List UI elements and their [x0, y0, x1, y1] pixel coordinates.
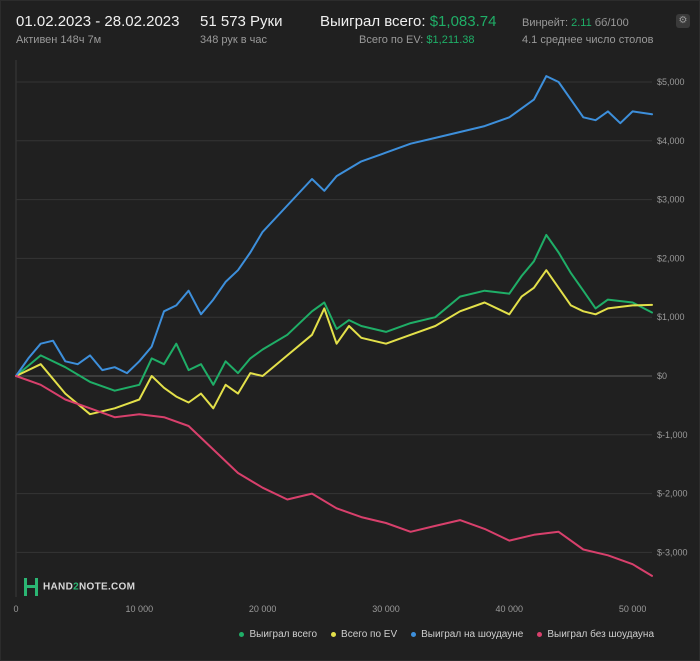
legend-item-0[interactable]: Выиграл всего	[239, 629, 317, 640]
y-tick-label: $-2,000	[657, 489, 688, 499]
winrate-label: Винрейт:	[522, 17, 569, 29]
active-time: Активен 148ч 7м	[16, 34, 102, 46]
logo-text-left: HAND	[43, 581, 74, 593]
logo-text-right: NOTE.COM	[78, 581, 136, 593]
winrate: Винрейт: 2.11 бб/100	[522, 17, 629, 29]
logo-text-mid: 2	[73, 581, 79, 593]
legend-item-2[interactable]: Выиграл на шоудауне	[411, 629, 523, 640]
series-line-0	[15, 233, 653, 392]
legend-dot-icon	[537, 631, 543, 637]
legend-label: Всего по EV	[341, 629, 398, 640]
won-total-value: $1,083.74	[429, 13, 497, 30]
series-line-3	[15, 375, 653, 577]
y-tick-label: $4,000	[657, 136, 685, 146]
x-tick-label: 20 000	[249, 604, 277, 614]
hand2note-mark-icon	[24, 578, 38, 596]
hands-count: 51 573 Руки	[200, 13, 283, 30]
settings-gear-icon[interactable]: ⚙	[676, 14, 690, 28]
hands-per-hour: 348 рук в час	[200, 34, 268, 46]
hand2note-logo: HAND2NOTE.COM	[24, 578, 135, 598]
ev-total-value: $1,211.38	[426, 34, 475, 46]
y-tick-label: $1,000	[657, 312, 685, 322]
legend-label: Выиграл всего	[249, 629, 318, 640]
legend-dot-icon	[331, 631, 337, 637]
legend-label: Выиграл на шоудауне	[421, 629, 524, 640]
winrate-value: 2.11	[571, 17, 592, 29]
y-tick-label: $5,000	[657, 77, 685, 87]
legend-item-3[interactable]: Выиграл без шоудауна	[537, 629, 654, 640]
x-tick-label: 0	[13, 604, 18, 614]
won-total-label: Выиграл всего:	[320, 13, 426, 30]
date-range: 01.02.2023 - 28.02.2023	[16, 13, 180, 30]
x-tick-label: 30 000	[372, 604, 400, 614]
winrate-unit: бб/100	[594, 17, 629, 29]
ev-total-label: Всего по EV:	[359, 34, 424, 46]
x-tick-label: 10 000	[126, 604, 154, 614]
y-tick-label: $-1,000	[657, 430, 688, 440]
ev-total: Всего по EV: $1,211.38	[359, 34, 475, 46]
won-total: Выиграл всего: $1,083.74	[320, 13, 496, 30]
x-tick-label: 50 000	[619, 604, 647, 614]
series-line-2	[15, 75, 653, 377]
legend-dot-icon	[239, 631, 245, 637]
x-tick-label: 40 000	[496, 604, 524, 614]
legend-label: Выиграл без шоудауна	[547, 629, 654, 640]
chart-legend: Выиграл всего Всего по EV Выиграл на шоуда…	[225, 629, 654, 640]
y-tick-label: $0	[657, 371, 667, 381]
series-line-1	[15, 269, 653, 416]
avg-tables: 4.1 среднее число столов	[522, 34, 654, 46]
legend-item-1[interactable]: Всего по EV	[331, 629, 397, 640]
y-tick-label: $3,000	[657, 195, 685, 205]
y-tick-label: $2,000	[657, 253, 685, 263]
legend-dot-icon	[411, 631, 417, 637]
y-tick-label: $-3,000	[657, 547, 688, 557]
